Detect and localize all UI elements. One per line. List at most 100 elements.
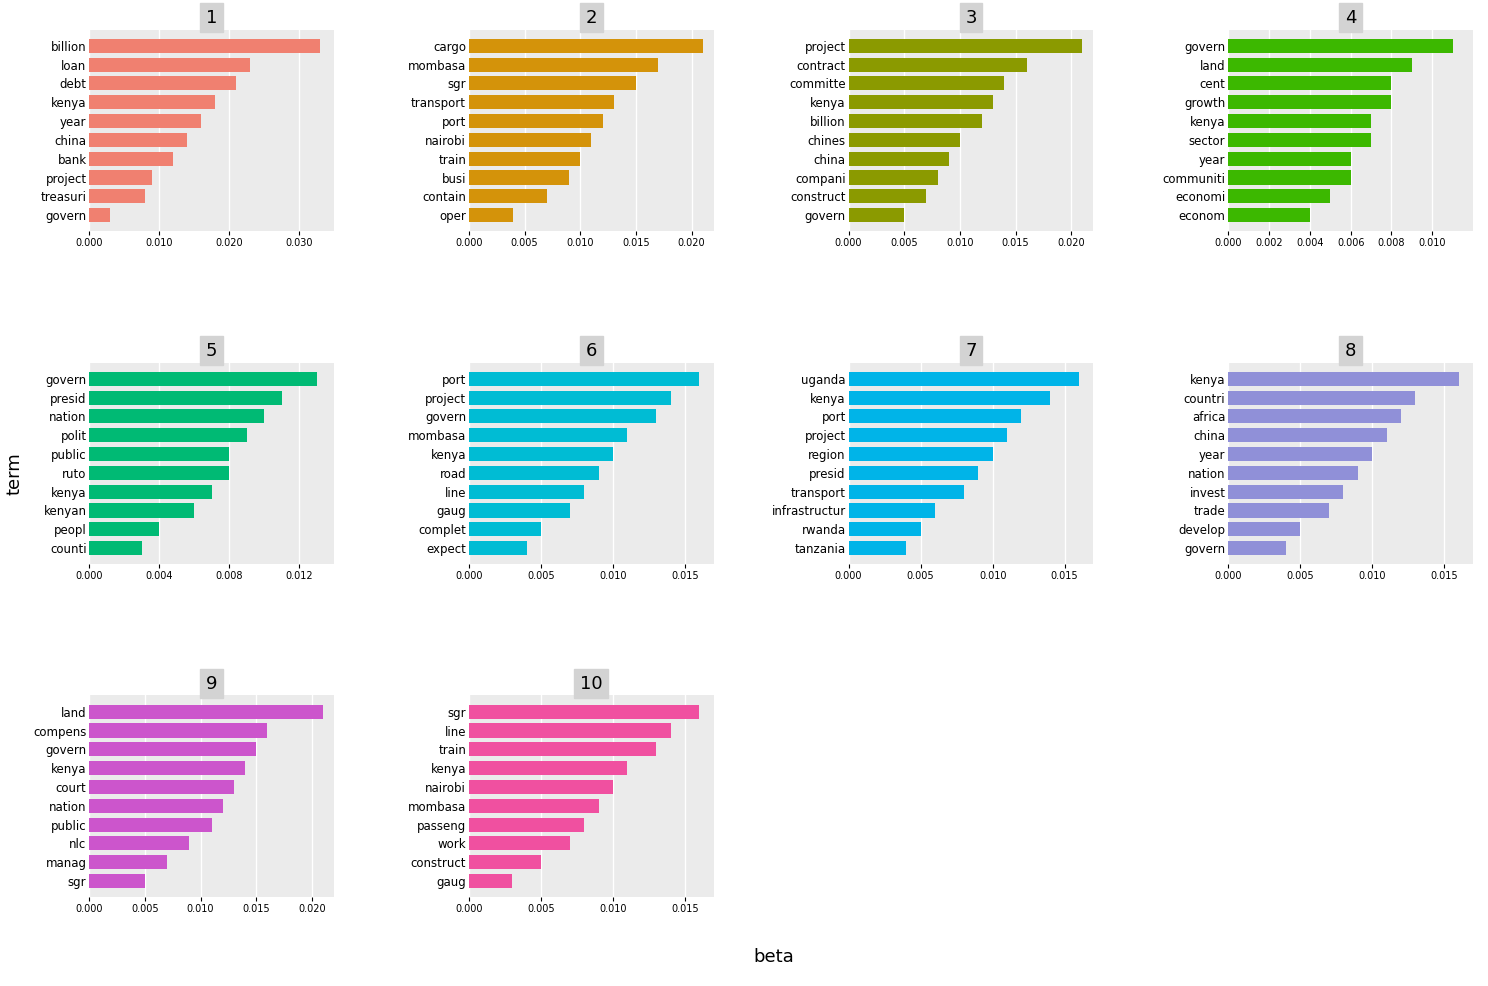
Bar [1228, 208, 1309, 222]
Bar [848, 208, 905, 222]
Bar [1228, 484, 1344, 499]
Text: term: term [6, 452, 24, 495]
Title: 7: 7 [966, 341, 976, 360]
Bar [89, 133, 187, 147]
Bar [1228, 541, 1286, 555]
Bar [469, 38, 702, 53]
Bar [469, 208, 513, 222]
Bar [848, 96, 994, 109]
Bar [469, 523, 542, 536]
Title: 3: 3 [966, 9, 976, 27]
Bar [469, 874, 512, 888]
Bar [89, 855, 167, 870]
Bar [469, 133, 591, 147]
Bar [1228, 390, 1415, 404]
Bar [469, 390, 671, 404]
Bar [848, 523, 921, 536]
Bar [1228, 409, 1402, 423]
Bar [89, 761, 246, 775]
Bar [1228, 189, 1330, 203]
Bar [89, 208, 110, 222]
Bar [89, 874, 144, 888]
Bar [848, 409, 1021, 423]
Bar [469, 57, 658, 72]
Bar [848, 541, 906, 555]
Bar [848, 465, 978, 480]
Bar [848, 38, 1082, 53]
Title: 5: 5 [205, 341, 217, 360]
Bar [89, 504, 195, 518]
Bar [469, 428, 628, 443]
Bar [89, 541, 141, 555]
Bar [89, 390, 281, 404]
Title: 4: 4 [1345, 9, 1357, 27]
Bar [848, 504, 934, 518]
Bar [89, 57, 250, 72]
Bar [469, 780, 613, 794]
Bar [89, 484, 211, 499]
Bar [469, 152, 580, 166]
Bar [469, 724, 671, 738]
Bar [469, 171, 568, 184]
Bar [469, 114, 603, 128]
Bar [89, 76, 237, 91]
Bar [89, 372, 317, 386]
Bar [89, 96, 216, 109]
Bar [469, 76, 635, 91]
Bar [1228, 372, 1458, 386]
Bar [89, 171, 152, 184]
Bar [1228, 96, 1391, 109]
Bar [1228, 133, 1370, 147]
Bar [469, 855, 542, 870]
Bar [89, 409, 265, 423]
Bar [1228, 447, 1372, 461]
Bar [1228, 523, 1301, 536]
Bar [469, 541, 527, 555]
Title: 2: 2 [586, 9, 597, 27]
Bar [89, 428, 247, 443]
Bar [469, 465, 598, 480]
Bar [469, 705, 699, 719]
Bar [1228, 152, 1351, 166]
Bar [1228, 57, 1412, 72]
Bar [469, 189, 548, 203]
Title: 6: 6 [586, 341, 597, 360]
Bar [1228, 114, 1370, 128]
Bar [1228, 76, 1391, 91]
Bar [89, 799, 223, 812]
Bar [89, 523, 159, 536]
Bar [848, 189, 927, 203]
Title: 1: 1 [205, 9, 217, 27]
Bar [89, 38, 320, 53]
Bar [848, 152, 949, 166]
Title: 9: 9 [205, 674, 217, 692]
Bar [1228, 428, 1387, 443]
Bar [848, 428, 1007, 443]
Bar [89, 152, 173, 166]
Title: 8: 8 [1345, 341, 1357, 360]
Bar [89, 114, 201, 128]
Bar [89, 724, 268, 738]
Bar [469, 504, 570, 518]
Bar [89, 705, 323, 719]
Bar [848, 57, 1027, 72]
Bar [848, 390, 1051, 404]
Bar [1228, 504, 1329, 518]
Bar [1228, 465, 1359, 480]
Bar [848, 171, 937, 184]
Bar [89, 780, 234, 794]
Bar [469, 484, 585, 499]
Bar [848, 76, 1004, 91]
Bar [848, 372, 1079, 386]
Bar [469, 372, 699, 386]
Bar [848, 447, 992, 461]
Bar [89, 836, 189, 851]
Bar [1228, 38, 1452, 53]
Bar [89, 465, 229, 480]
Bar [848, 114, 982, 128]
Bar [469, 447, 613, 461]
Bar [469, 836, 570, 851]
Bar [848, 133, 960, 147]
Bar [469, 742, 656, 756]
Bar [469, 96, 613, 109]
